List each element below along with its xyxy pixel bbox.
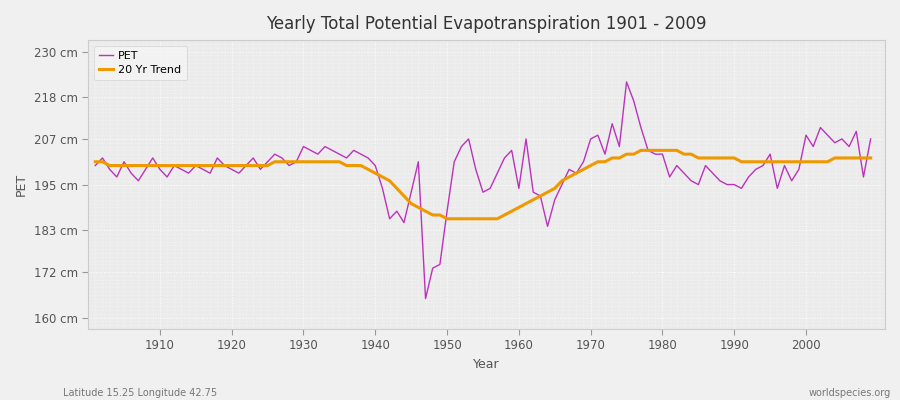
PET [305,148,316,153]
20 Yr Trend [305,159,316,164]
20 Yr Trend [90,159,101,164]
20 Yr Trend [520,201,531,206]
Line: 20 Yr Trend: 20 Yr Trend [95,150,870,219]
20 Yr Trend [348,163,359,168]
Legend: PET, 20 Yr Trend: PET, 20 Yr Trend [94,46,187,80]
20 Yr Trend [442,216,453,221]
Y-axis label: PET: PET [15,173,28,196]
PET [348,148,359,153]
20 Yr Trend [865,156,876,160]
20 Yr Trend [635,148,646,153]
Line: PET: PET [95,82,870,299]
PET [148,156,158,160]
20 Yr Trend [607,156,617,160]
PET [520,136,531,141]
PET [420,296,431,301]
20 Yr Trend [148,163,158,168]
20 Yr Trend [514,205,525,210]
Title: Yearly Total Potential Evapotranspiration 1901 - 2009: Yearly Total Potential Evapotranspiratio… [266,15,706,33]
Text: worldspecies.org: worldspecies.org [809,388,891,398]
PET [90,163,101,168]
PET [607,121,617,126]
X-axis label: Year: Year [473,358,500,371]
PET [865,136,876,141]
Text: Latitude 15.25 Longitude 42.75: Latitude 15.25 Longitude 42.75 [63,388,217,398]
PET [514,186,525,191]
PET [621,80,632,84]
